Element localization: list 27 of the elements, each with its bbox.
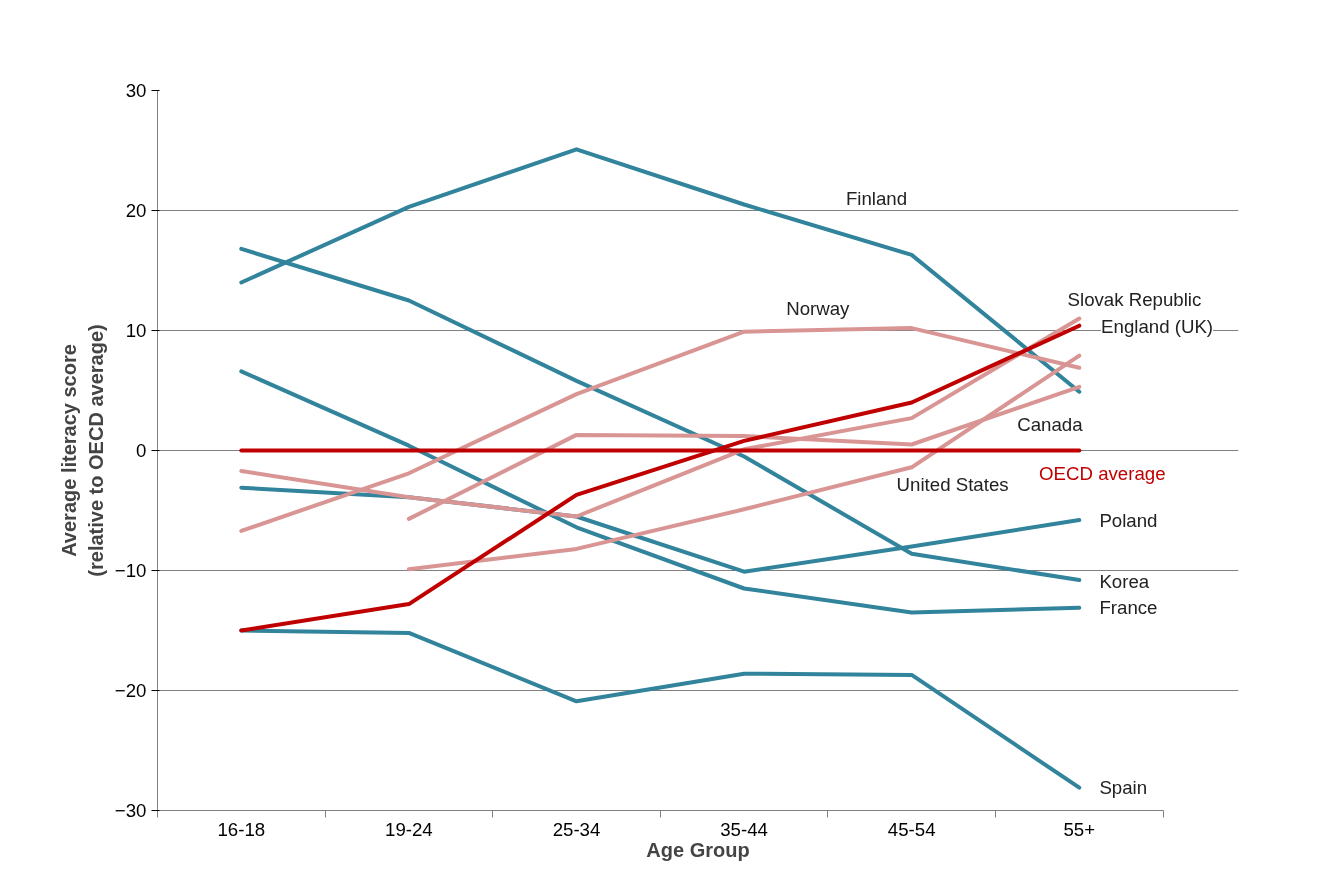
series-label: England (UK) — [1101, 316, 1214, 338]
series-label: Poland — [1099, 509, 1158, 531]
x-tick-label: 16-18 — [217, 818, 266, 840]
series-label: France — [1099, 597, 1158, 619]
series-label: Finland — [845, 188, 908, 209]
y-tick-label: 0 — [136, 440, 147, 461]
series-label: Korea — [1099, 570, 1150, 592]
x-tick-label: 45-54 — [887, 818, 936, 840]
series-label: Canada — [1017, 413, 1084, 435]
x-tick-label: 55+ — [1063, 818, 1096, 840]
series-label: OECD average — [1039, 462, 1166, 484]
y-tick-label: 10 — [125, 320, 147, 341]
line-series — [239, 628, 1082, 790]
y-tick-label: −10 — [114, 560, 147, 581]
y-tick-label: 30 — [125, 80, 147, 101]
y-tick-label: −30 — [114, 800, 147, 821]
series-label: Norway — [786, 298, 851, 320]
y-tick-label: −20 — [114, 680, 147, 701]
x-tick-label: 35-44 — [720, 818, 768, 840]
series-label: United States — [896, 473, 1009, 495]
x-axis-title: Age Group — [646, 838, 750, 861]
x-tick-label: 19-24 — [385, 818, 433, 840]
y-tick-label: 20 — [125, 200, 147, 221]
series-label: Slovak Republic — [1067, 288, 1202, 310]
y-axis-title: Average literacy score (relative to OECD average) — [58, 324, 107, 577]
x-tick-label: 25-34 — [552, 818, 601, 840]
series-label: Spain — [1099, 777, 1148, 799]
